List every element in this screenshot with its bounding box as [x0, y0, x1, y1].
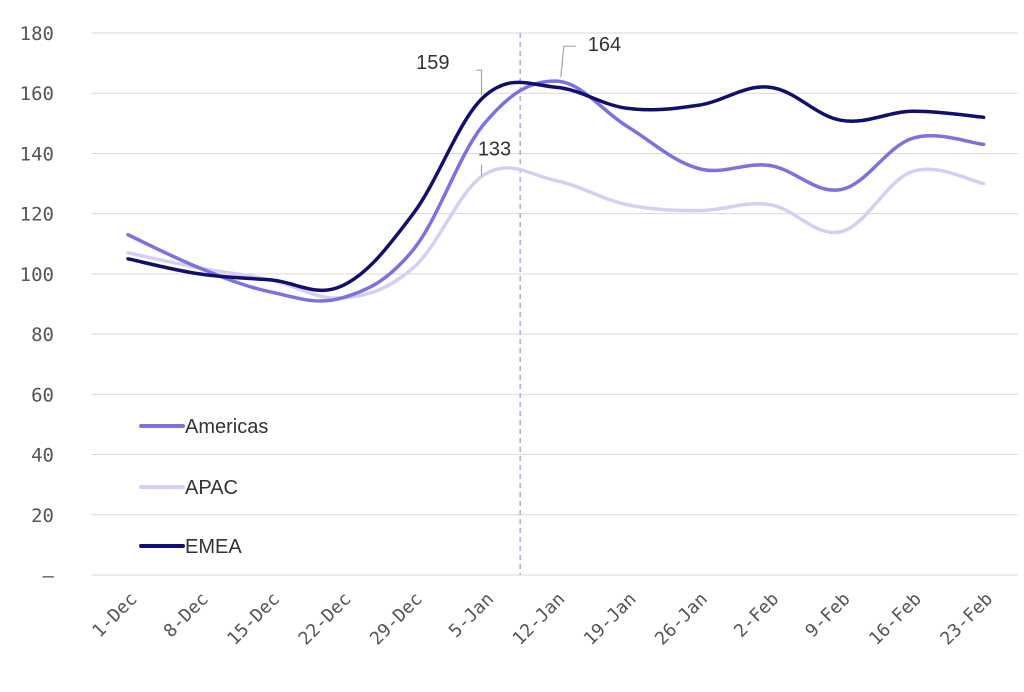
x-tick-label: 9-Feb [801, 589, 854, 642]
y-tick-label: 60 [31, 384, 54, 406]
x-tick-label: 5-Jan [445, 589, 498, 642]
legend-label: APAC [185, 477, 238, 499]
x-tick-label: 8-Dec [160, 589, 213, 642]
series-line-emea [126, 80, 986, 292]
x-tick-label: 12-Jan [509, 589, 570, 650]
y-tick-label: 20 [31, 505, 54, 527]
legend-label: EMEA [185, 536, 242, 558]
data-label: 159 [416, 52, 449, 74]
data-label: 133 [478, 139, 511, 161]
x-tick-label: 16-Feb [865, 589, 926, 650]
y-tick-label: 120 [20, 204, 54, 226]
x-tick-label: 1-Dec [88, 589, 141, 642]
series-lines [126, 79, 986, 303]
x-tick-label: 19-Jan [580, 589, 641, 650]
y-tick-label: 40 [31, 445, 54, 467]
data-label: 164 [588, 34, 621, 56]
data-label-leader [560, 45, 576, 78]
y-tick-label: 100 [20, 264, 54, 286]
y-tick-label: 80 [31, 324, 54, 346]
x-tick-label: 15-Dec [223, 589, 284, 650]
y-tick-label: 180 [20, 23, 54, 45]
x-tick-label: 23-Feb [936, 589, 997, 650]
x-tick-label: 26-Jan [651, 589, 712, 650]
x-tick-label: 29-Dec [366, 589, 427, 650]
data-label-leader [476, 69, 483, 96]
x-tick-label: 2-Feb [730, 589, 783, 642]
y-tick-label: – [43, 565, 55, 587]
x-tick-label: 22-Dec [295, 589, 356, 650]
legend: Americas APAC EMEA [139, 416, 268, 558]
legend-label: Americas [185, 416, 268, 438]
y-axis-ticks: – 20 40 60 80 100 120 140 160 180 [20, 23, 55, 587]
y-tick-label: 140 [20, 143, 54, 165]
x-axis-ticks: 1-Dec 8-Dec 15-Dec 22-Dec 29-Dec 5-Jan 12-Jan 1… [88, 589, 997, 650]
series-line-americas [126, 79, 986, 303]
data-labels: 159 164 133 [416, 34, 621, 176]
y-tick-label: 160 [20, 83, 54, 105]
